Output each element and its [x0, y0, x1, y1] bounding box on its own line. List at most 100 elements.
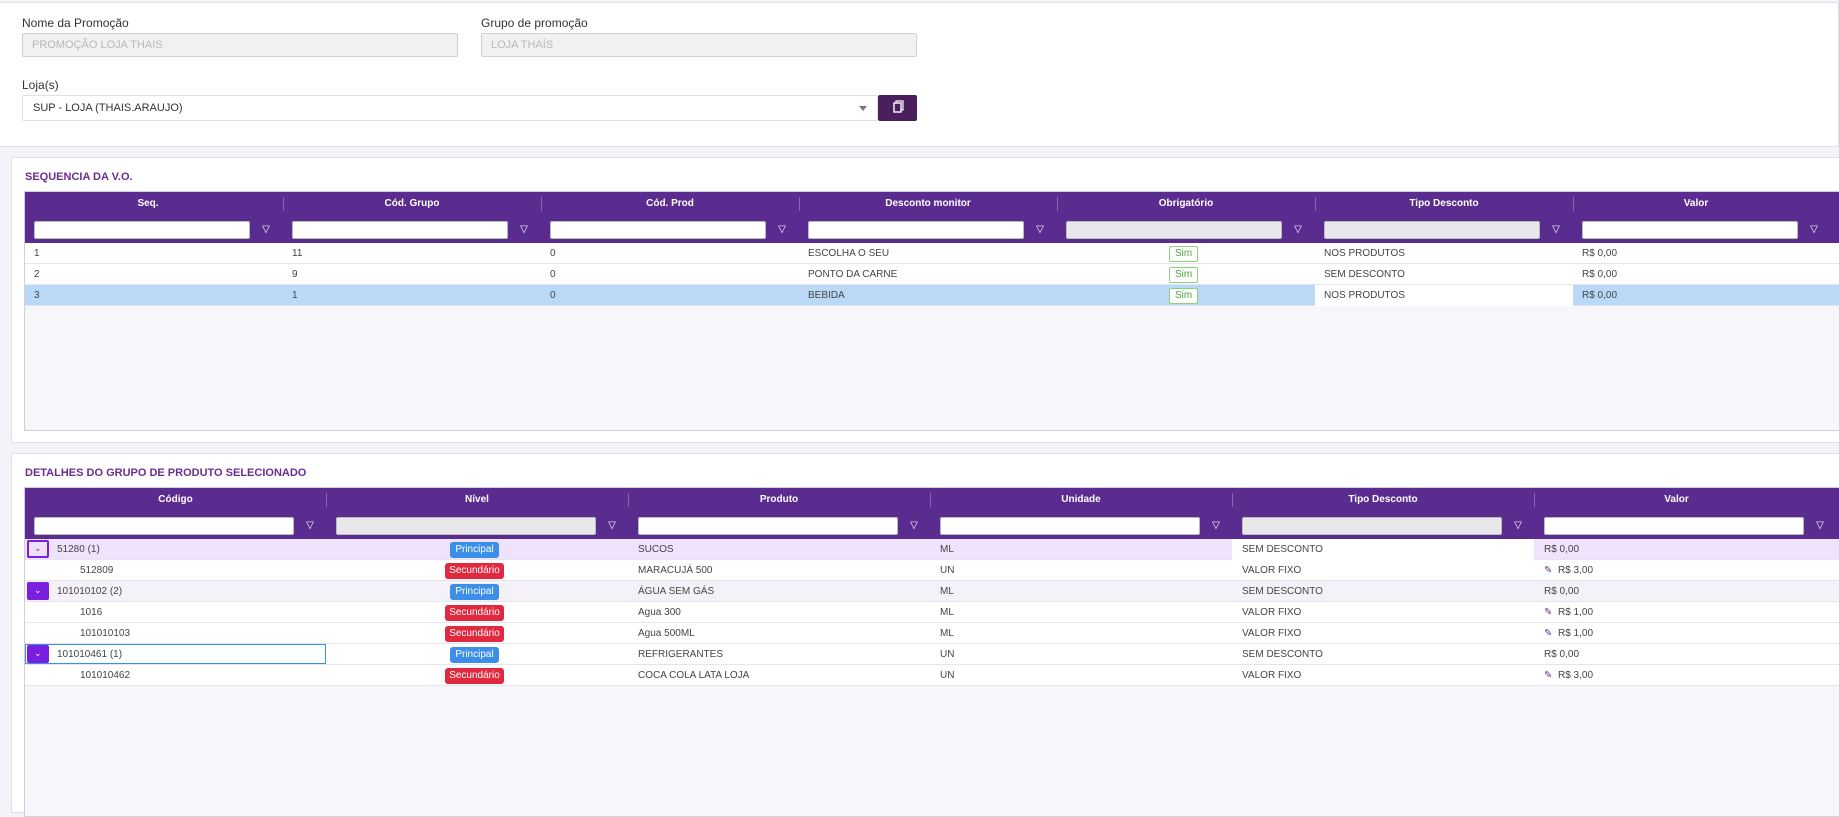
cell-type: SEM DESCONTO: [1242, 586, 1323, 597]
cell-code: 101010103: [80, 628, 131, 639]
details-grid: Código Nível Produto Unidade Tipo Descon…: [24, 487, 1839, 817]
filter-obrigatorio-select[interactable]: [1066, 221, 1282, 239]
filter-desconto-input[interactable]: [808, 221, 1024, 239]
filter-icon[interactable]: ▽: [778, 224, 786, 235]
cell-product: Agua 300: [638, 607, 681, 618]
collapse-toggle[interactable]: ⌄: [27, 582, 49, 600]
cell-value: R$ 0,00: [1582, 248, 1618, 259]
filter-tipo-desconto-select[interactable]: [1324, 221, 1540, 239]
col-cod-grupo[interactable]: Cód. Grupo: [384, 198, 440, 209]
cell-code: 1016: [80, 607, 103, 618]
table-row-selected[interactable]: 3 1 0 BEBIDA Sim NOS PRODUTOS R$ 0,00: [25, 285, 1839, 306]
table-row[interactable]: 2 9 0 PONTO DA CARNE Sim SEM DESCONTO R$…: [25, 264, 1839, 285]
cell-type: VALOR FIXO: [1242, 607, 1302, 618]
col-produto[interactable]: Produto: [759, 494, 799, 505]
col-codigo[interactable]: Código: [158, 494, 193, 505]
cell-code: 512809: [80, 565, 114, 576]
filter-nivel-select[interactable]: [336, 517, 596, 535]
stores-select[interactable]: SUP - LOJA (THAIS.ARAUJO): [22, 95, 878, 121]
col-seq[interactable]: Seq.: [137, 198, 159, 209]
chevron-down-icon: ⌄: [34, 648, 42, 658]
col-tipo-desconto[interactable]: Tipo Desconto: [1409, 198, 1479, 209]
cell-code: 101010461 (1): [57, 649, 123, 660]
table-row[interactable]: 512809 Secundário MARACUJÁ 500 UN VALOR …: [25, 560, 1839, 581]
table-row[interactable]: 101010103 Secundário Agua 500ML ML VALOR…: [25, 623, 1839, 644]
col-unidade[interactable]: Unidade: [1061, 494, 1101, 505]
level-badge: Secundário: [445, 668, 504, 684]
filter-seq-input[interactable]: [34, 221, 250, 239]
cell-group: 11: [292, 248, 303, 259]
cell-seq: 2: [34, 269, 40, 280]
filter-icon[interactable]: ▽: [1212, 520, 1220, 531]
filter-icon[interactable]: ▽: [1552, 224, 1560, 235]
filter-tipo-desconto-select[interactable]: [1242, 517, 1502, 535]
required-badge: Sim: [1169, 246, 1199, 262]
collapse-toggle[interactable]: ⌄: [27, 540, 49, 558]
col-desconto-monitor[interactable]: Desconto monitor: [885, 198, 971, 209]
filter-icon[interactable]: ▽: [1514, 520, 1522, 531]
promo-name-input: PROMOÇÃO LOJA THAIS: [22, 33, 458, 57]
filter-valor-input[interactable]: [1582, 221, 1798, 239]
table-row[interactable]: ⌄ 51280 (1) Principal SUCOS ML SEM DESCO…: [25, 539, 1839, 560]
cell-value: R$ 3,00: [1558, 670, 1594, 681]
edit-icon[interactable]: ✎: [1544, 670, 1553, 681]
edit-icon[interactable]: ✎: [1544, 607, 1553, 618]
table-row[interactable]: 101010462 Secundário COCA COLA LATA LOJA…: [25, 665, 1839, 686]
col-nivel[interactable]: Nível: [465, 494, 489, 505]
filter-cod-grupo-input[interactable]: [292, 221, 508, 239]
table-row[interactable]: ⌄ 101010102 (2) Principal ÁGUA SEM GÁS M…: [25, 581, 1839, 602]
filter-produto-input[interactable]: [638, 517, 898, 535]
required-badge: Sim: [1169, 267, 1199, 283]
cell-monitor: ESCOLHA O SEU: [808, 248, 890, 259]
filter-unidade-input[interactable]: [940, 517, 1200, 535]
filter-cod-prod-input[interactable]: [550, 221, 766, 239]
col-tipo-desconto[interactable]: Tipo Desconto: [1348, 494, 1418, 505]
filter-icon[interactable]: ▽: [306, 520, 314, 531]
col-cod-prod[interactable]: Cód. Prod: [646, 198, 694, 209]
filter-icon[interactable]: ▽: [520, 224, 528, 235]
cell-value: R$ 0,00: [1544, 649, 1580, 660]
table-row[interactable]: 1 11 0 ESCOLHA O SEU Sim NOS PRODUTOS R$…: [25, 243, 1839, 264]
level-badge: Secundário: [445, 563, 504, 579]
details-filter-row: ▽ ▽ ▽ ▽ ▽ ▽: [25, 514, 1839, 539]
sequence-filter-row: ▽ ▽ ▽ ▽ ▽ ▽ ▽: [25, 218, 1839, 243]
filter-icon[interactable]: ▽: [1294, 224, 1302, 235]
col-valor[interactable]: Valor: [1683, 198, 1709, 209]
filter-icon[interactable]: ▽: [1036, 224, 1044, 235]
cell-unit: UN: [940, 670, 955, 681]
filter-icon[interactable]: ▽: [608, 520, 616, 531]
cell-unit: UN: [940, 649, 955, 660]
col-obrigatorio[interactable]: Obrigatório: [1158, 198, 1214, 209]
filter-icon[interactable]: ▽: [1810, 224, 1818, 235]
cell-type: NOS PRODUTOS: [1324, 290, 1405, 301]
cell-unit: UN: [940, 565, 955, 576]
level-badge: Secundário: [445, 605, 504, 621]
cell-monitor: PONTO DA CARNE: [808, 269, 898, 280]
cell-code: 101010462: [80, 670, 131, 681]
level-badge: Principal: [450, 584, 499, 600]
cell-code: 101010102 (2): [57, 586, 123, 597]
edit-icon[interactable]: ✎: [1544, 628, 1553, 639]
filter-icon[interactable]: ▽: [262, 224, 270, 235]
cell-type: VALOR FIXO: [1242, 565, 1302, 576]
cell-type: SEM DESCONTO: [1324, 269, 1405, 280]
table-row[interactable]: ⌄ 101010461 (1) Principal REFRIGERANTES …: [25, 644, 1839, 665]
filter-codigo-input[interactable]: [34, 517, 294, 535]
edit-icon[interactable]: ✎: [1544, 565, 1553, 576]
cell-group: 1: [292, 290, 298, 301]
collapse-toggle[interactable]: ⌄: [27, 645, 49, 663]
col-valor[interactable]: Valor: [1664, 494, 1689, 505]
filter-icon[interactable]: ▽: [1816, 520, 1824, 531]
copy-button[interactable]: [878, 95, 917, 121]
cell-unit: ML: [940, 544, 954, 555]
promo-group-input: LOJA THAÍS: [481, 33, 917, 57]
cell-product: Agua 500ML: [638, 628, 695, 639]
filter-valor-input[interactable]: [1544, 517, 1804, 535]
filter-icon[interactable]: ▽: [910, 520, 918, 531]
cell-seq: 3: [34, 290, 40, 301]
cell-unit: ML: [940, 628, 954, 639]
table-row[interactable]: 1016 Secundário Agua 300 ML VALOR FIXO ✎…: [25, 602, 1839, 623]
cell-product: REFRIGERANTES: [638, 649, 724, 660]
cell-unit: ML: [940, 607, 954, 618]
details-section-title: DETALHES DO GRUPO DE PRODUTO SELECIONADO: [25, 467, 307, 479]
